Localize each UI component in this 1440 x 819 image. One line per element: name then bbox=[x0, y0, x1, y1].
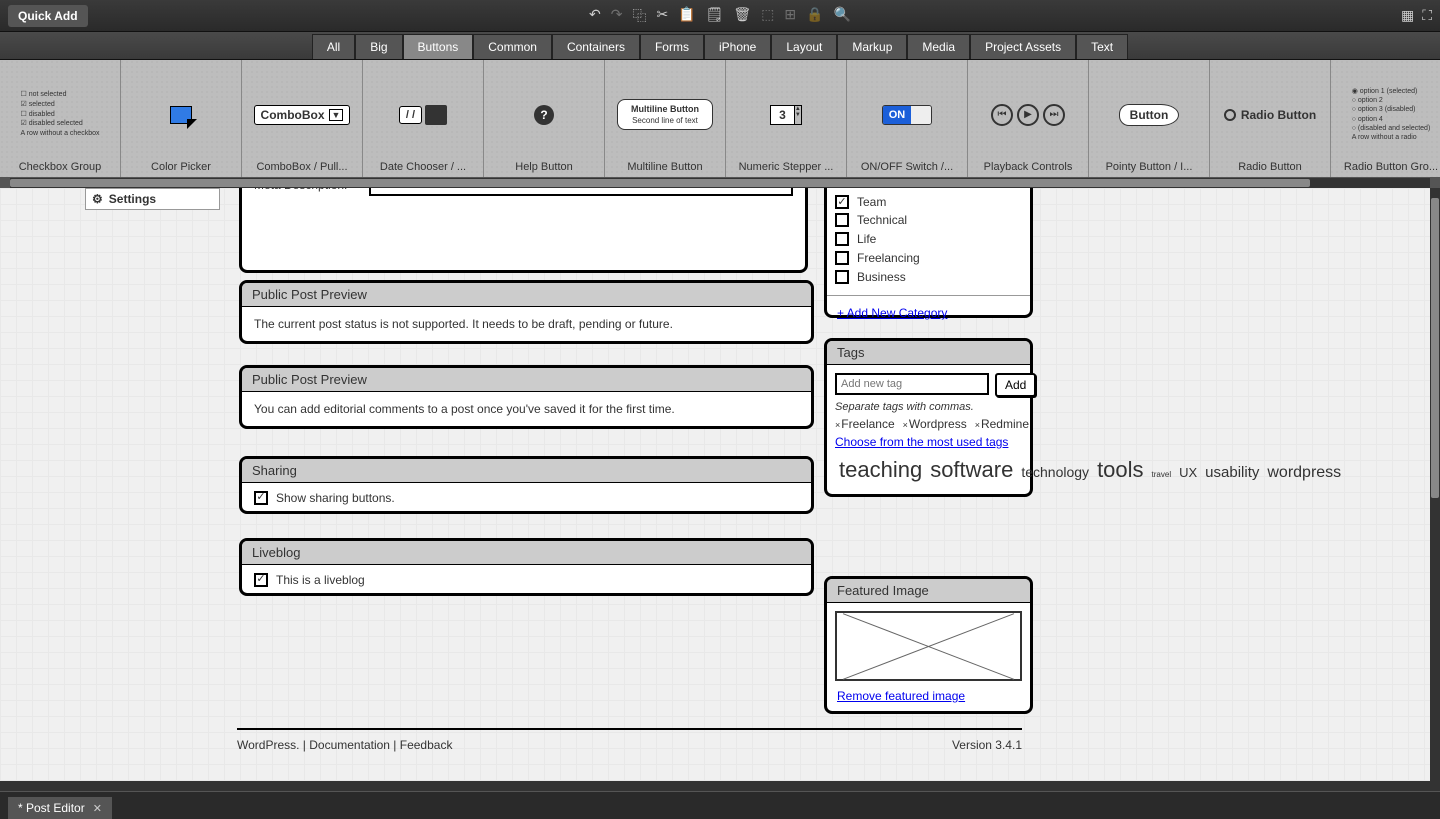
seo-panel: Focus Keyword: SEO Title: Meta Descripti… bbox=[239, 188, 808, 273]
panel-title: Liveblog bbox=[242, 541, 811, 565]
toolbar-right-icons: ▦ ⛶ bbox=[1401, 7, 1432, 24]
category-tab-markup[interactable]: Markup bbox=[837, 34, 907, 59]
sidebar-item-settings[interactable]: Settings bbox=[85, 188, 220, 210]
gallery-item[interactable]: ☐ not selected☑ selected☐ disabled☑ disa… bbox=[0, 60, 121, 177]
footer-version: Version 3.4.1 bbox=[952, 738, 1022, 752]
most-used-tags-link[interactable]: Choose from the most used tags bbox=[835, 435, 1008, 449]
category-checkbox[interactable]: Freelancing bbox=[835, 251, 920, 265]
category-checkbox[interactable]: Life bbox=[835, 232, 876, 246]
canvas[interactable]: Settings Focus Keyword: SEO Title: Meta … bbox=[0, 188, 1430, 781]
mockup-footer: WordPress. | Documentation | Feedback Ve… bbox=[237, 728, 1022, 752]
category-checkbox[interactable]: Business bbox=[835, 270, 906, 284]
category-checkbox[interactable]: ✓Team bbox=[835, 195, 886, 209]
tag-cloud-item[interactable]: UX bbox=[1179, 465, 1197, 480]
tags-panel: Tags Add Separate tags with commas. Free… bbox=[824, 338, 1033, 497]
categories-panel: ✓Team Technical Life Freelancing Business + … bbox=[824, 188, 1033, 318]
remove-featured-link[interactable]: Remove featured image bbox=[837, 689, 965, 703]
panel-body-text: You can add editorial comments to a post… bbox=[242, 392, 811, 426]
gallery-item[interactable]: Color Picker bbox=[121, 60, 242, 177]
seo-meta-label: Meta Description: bbox=[254, 188, 359, 192]
fullscreen-icon[interactable]: ⛶ bbox=[1422, 7, 1432, 24]
tag-list: FreelanceWordpressRedmine bbox=[835, 417, 1022, 431]
tag-hint: Separate tags with commas. bbox=[835, 401, 1022, 413]
category-tab-forms[interactable]: Forms bbox=[640, 34, 704, 59]
category-tab-all[interactable]: All bbox=[312, 34, 355, 59]
copy-icon[interactable]: ⿻ bbox=[632, 6, 646, 26]
tag-cloud-item[interactable]: wordpress bbox=[1267, 464, 1341, 481]
tag-cloud: teachingsoftwaretechnologytoolstravelUXu… bbox=[835, 453, 1022, 486]
control-gallery: ☐ not selected☑ selected☐ disabled☑ disa… bbox=[0, 60, 1440, 178]
tag-item[interactable]: Redmine bbox=[975, 417, 1029, 431]
gallery-item[interactable]: 3▲▼Numeric Stepper ... bbox=[726, 60, 847, 177]
undo-icon[interactable]: ↶ bbox=[589, 6, 601, 26]
gallery-item[interactable]: Multiline ButtonSecond line of textMulti… bbox=[605, 60, 726, 177]
gallery-item[interactable]: ⏮▶⏭Playback Controls bbox=[968, 60, 1089, 177]
tag-cloud-item[interactable]: technology bbox=[1021, 464, 1089, 480]
category-tabs: AllBigButtonsCommonContainersFormsiPhone… bbox=[0, 32, 1440, 60]
category-tab-iphone[interactable]: iPhone bbox=[704, 34, 771, 59]
app-toolbar: Quick Add ↶ ↷ ⿻ ✂ 📋 🗒 🗑 ⬚ ⊞ 🔒 🔍 ▦ ⛶ bbox=[0, 0, 1440, 32]
panel-title: Sharing bbox=[242, 459, 811, 483]
toolbar-icon-group: ↶ ↷ ⿻ ✂ 📋 🗒 🗑 ⬚ ⊞ 🔒 🔍 bbox=[589, 6, 851, 26]
liveblog-checkbox[interactable]: ✓This is a liveblog bbox=[254, 573, 365, 587]
lock-icon[interactable]: 🔒 bbox=[806, 6, 823, 26]
cut-icon[interactable]: ✂ bbox=[656, 6, 668, 26]
tag-cloud-item[interactable]: teaching bbox=[839, 457, 922, 482]
category-tab-common[interactable]: Common bbox=[473, 34, 552, 59]
tag-input[interactable] bbox=[835, 373, 989, 395]
category-tab-layout[interactable]: Layout bbox=[771, 34, 837, 59]
tag-item[interactable]: Freelance bbox=[835, 417, 895, 431]
seo-meta-input[interactable] bbox=[369, 188, 793, 196]
file-tab-post-editor[interactable]: * Post Editor✕ bbox=[8, 797, 112, 819]
public-preview-panel-2: Public Post Preview You can add editoria… bbox=[239, 365, 814, 429]
group-icon[interactable]: ⬚ bbox=[761, 6, 774, 26]
quick-add-button[interactable]: Quick Add bbox=[8, 5, 88, 27]
category-tab-buttons[interactable]: Buttons bbox=[403, 34, 474, 59]
paste-icon[interactable]: 📋 bbox=[678, 6, 695, 26]
gallery-item[interactable]: / /Date Chooser / ... bbox=[363, 60, 484, 177]
tag-cloud-item[interactable]: software bbox=[930, 457, 1013, 482]
liveblog-panel: Liveblog ✓This is a liveblog bbox=[239, 538, 814, 596]
canvas-hscrollbar[interactable] bbox=[0, 781, 1440, 791]
footer-left: WordPress. | Documentation | Feedback bbox=[237, 738, 452, 752]
document-tabs: * Post Editor✕ bbox=[0, 791, 1440, 819]
category-tab-text[interactable]: Text bbox=[1076, 34, 1128, 59]
panel-title: Public Post Preview bbox=[242, 283, 811, 307]
ungroup-icon[interactable]: ⊞ bbox=[784, 6, 796, 26]
category-tab-media[interactable]: Media bbox=[907, 34, 970, 59]
tag-item[interactable]: Wordpress bbox=[903, 417, 967, 431]
category-tab-big[interactable]: Big bbox=[355, 34, 402, 59]
markup-toggle-icon[interactable]: ▦ bbox=[1401, 7, 1414, 24]
gallery-item[interactable]: ?Help Button bbox=[484, 60, 605, 177]
featured-image-panel: Featured Image Remove featured image bbox=[824, 576, 1033, 714]
gallery-item[interactable]: ◉ option 1 (selected)○ option 2○ option … bbox=[1331, 60, 1440, 177]
tag-cloud-item[interactable]: travel bbox=[1152, 470, 1172, 479]
canvas-vscrollbar[interactable] bbox=[1430, 188, 1440, 781]
sharing-panel: Sharing ✓Show sharing buttons. bbox=[239, 456, 814, 514]
sharing-checkbox[interactable]: ✓Show sharing buttons. bbox=[254, 491, 395, 505]
tag-cloud-item[interactable]: tools bbox=[1097, 457, 1143, 482]
tag-cloud-item[interactable]: usability bbox=[1205, 464, 1259, 481]
add-tag-button[interactable]: Add bbox=[995, 373, 1036, 397]
panel-title: Tags bbox=[827, 341, 1030, 365]
panel-title: Featured Image bbox=[827, 579, 1030, 603]
panel-body-text: The current post status is not supported… bbox=[242, 307, 811, 341]
panel-title: Public Post Preview bbox=[242, 368, 811, 392]
delete-icon[interactable]: 🗑 bbox=[733, 6, 751, 26]
featured-image-placeholder[interactable] bbox=[835, 611, 1022, 681]
redo-icon[interactable]: ↷ bbox=[611, 6, 623, 26]
gallery-item[interactable]: ButtonPointy Button / I... bbox=[1089, 60, 1210, 177]
category-tab-project-assets[interactable]: Project Assets bbox=[970, 34, 1076, 59]
search-icon[interactable]: 🔍 bbox=[834, 6, 851, 26]
category-tab-containers[interactable]: Containers bbox=[552, 34, 640, 59]
gallery-item[interactable]: ONON/OFF Switch /... bbox=[847, 60, 968, 177]
close-icon[interactable]: ✕ bbox=[93, 802, 102, 815]
category-checkbox[interactable]: Technical bbox=[835, 213, 907, 227]
gallery-scrollbar[interactable] bbox=[0, 178, 1440, 188]
public-preview-panel-1: Public Post Preview The current post sta… bbox=[239, 280, 814, 344]
clipboard-icon[interactable]: 🗒 bbox=[706, 6, 724, 26]
gallery-item[interactable]: Radio ButtonRadio Button bbox=[1210, 60, 1331, 177]
gallery-item[interactable]: ComboBox▼ComboBox / Pull... bbox=[242, 60, 363, 177]
add-category-link[interactable]: + Add New Category bbox=[837, 306, 947, 320]
